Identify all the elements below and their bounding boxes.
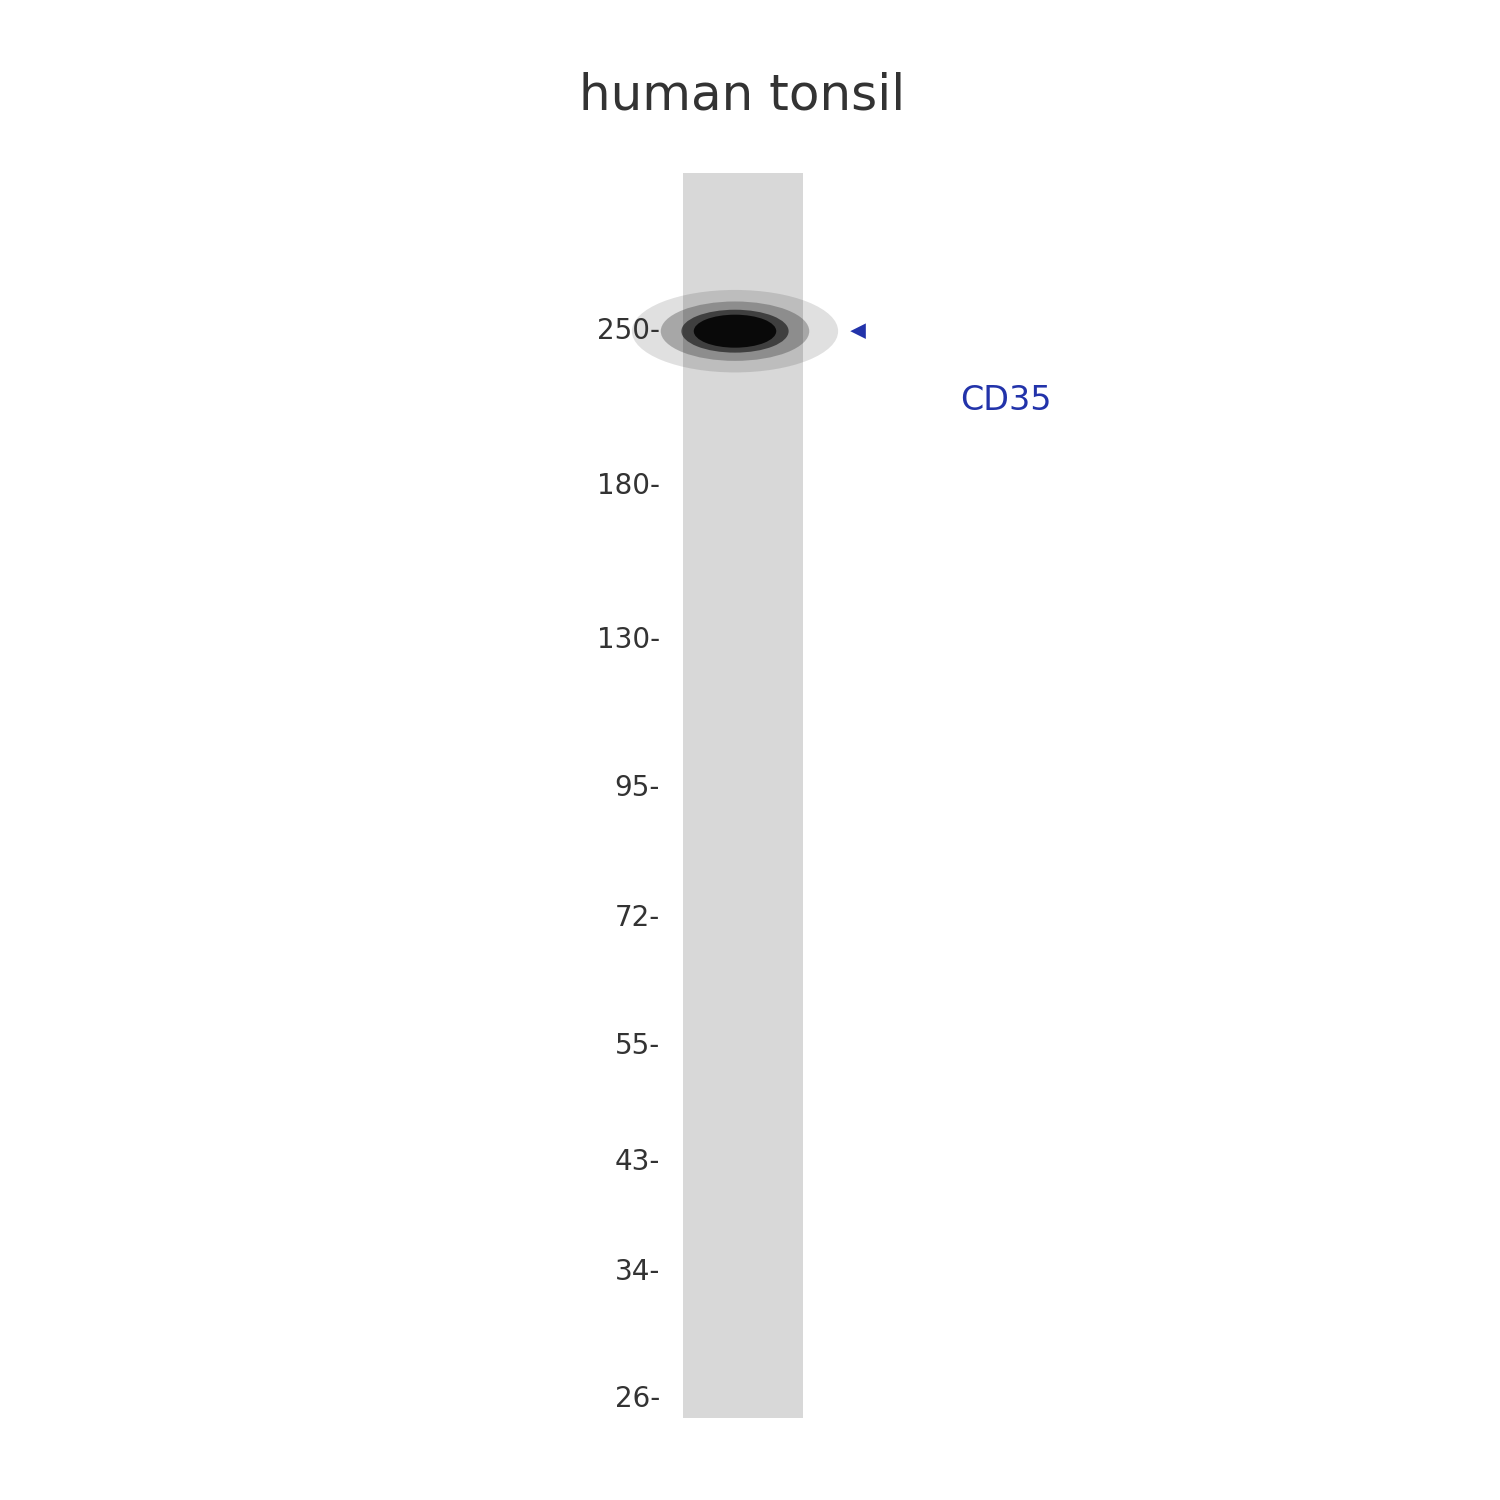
- Text: 72-: 72-: [615, 904, 660, 933]
- Text: 130-: 130-: [597, 626, 660, 654]
- Ellipse shape: [693, 315, 777, 348]
- Text: 55-: 55-: [615, 1032, 660, 1059]
- Ellipse shape: [681, 309, 789, 352]
- Text: 26-: 26-: [615, 1384, 660, 1413]
- Ellipse shape: [660, 302, 810, 362]
- Text: 250-: 250-: [597, 316, 660, 345]
- Text: 180-: 180-: [597, 472, 660, 500]
- Bar: [682, 172, 802, 1418]
- Text: human tonsil: human tonsil: [579, 72, 906, 120]
- Text: 34-: 34-: [615, 1258, 660, 1287]
- Text: CD35: CD35: [960, 384, 1052, 417]
- Ellipse shape: [632, 290, 839, 372]
- Text: 95-: 95-: [615, 774, 660, 801]
- Text: 43-: 43-: [615, 1148, 660, 1176]
